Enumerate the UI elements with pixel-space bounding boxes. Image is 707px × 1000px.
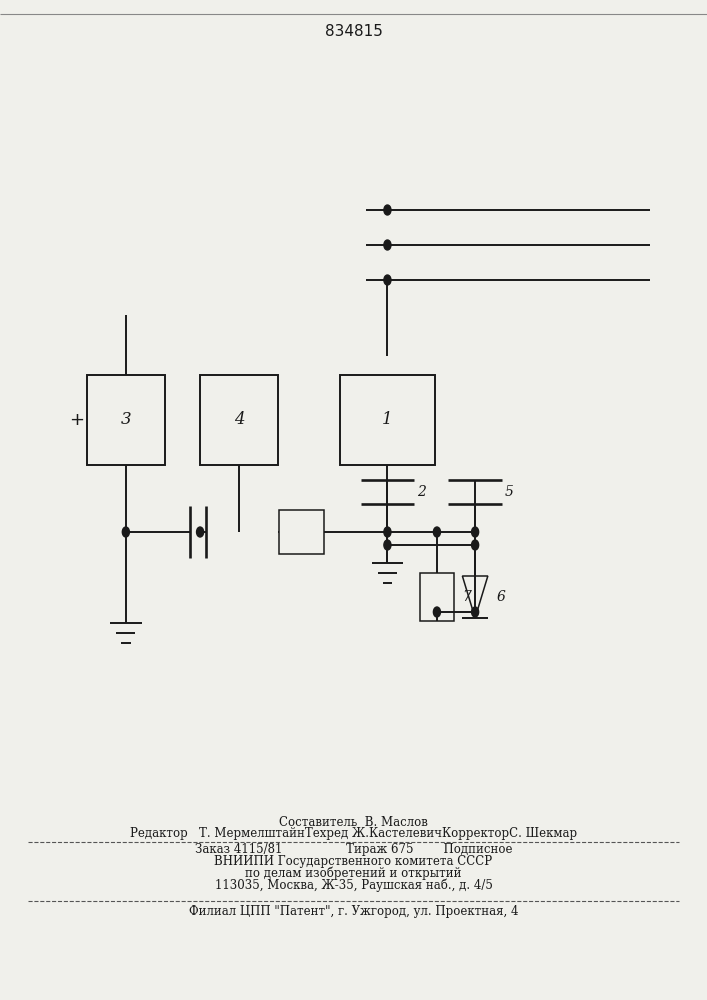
Circle shape bbox=[197, 527, 204, 537]
Circle shape bbox=[384, 540, 391, 550]
Text: 3: 3 bbox=[120, 412, 132, 428]
Text: Филиал ЦПП "Патент", г. Ужгород, ул. Проектная, 4: Филиал ЦПП "Патент", г. Ужгород, ул. Про… bbox=[189, 906, 518, 918]
Text: по делам изобретений и открытий: по делам изобретений и открытий bbox=[245, 866, 462, 880]
Circle shape bbox=[472, 527, 479, 537]
Text: 4: 4 bbox=[233, 412, 245, 428]
Text: Редактор   Т. МермелштайнТехред Ж.КастелевичКорректорС. Шекмар: Редактор Т. МермелштайнТехред Ж.Кастелев… bbox=[130, 828, 577, 840]
Circle shape bbox=[384, 240, 391, 250]
Text: Составитель  В. Маслов: Составитель В. Маслов bbox=[279, 816, 428, 828]
Bar bbox=[339, 375, 435, 465]
Text: 834815: 834815 bbox=[325, 24, 382, 39]
Circle shape bbox=[472, 607, 479, 617]
Circle shape bbox=[122, 527, 129, 537]
Bar bbox=[200, 375, 278, 465]
Text: 113035, Москва, Ж-35, Раушская наб., д. 4/5: 113035, Москва, Ж-35, Раушская наб., д. … bbox=[214, 878, 493, 892]
Text: 2: 2 bbox=[417, 485, 426, 499]
Bar bbox=[420, 573, 454, 621]
Text: ВНИИПИ Государственного комитета СССР: ВНИИПИ Государственного комитета СССР bbox=[214, 854, 493, 867]
Text: 5: 5 bbox=[505, 485, 514, 499]
Text: +: + bbox=[69, 411, 84, 429]
Circle shape bbox=[384, 527, 391, 537]
Circle shape bbox=[472, 540, 479, 550]
Text: Заказ 4115/81                 Тираж 675        Подписное: Заказ 4115/81 Тираж 675 Подписное bbox=[194, 842, 513, 856]
Circle shape bbox=[433, 607, 440, 617]
Bar bbox=[279, 510, 324, 554]
Circle shape bbox=[433, 527, 440, 537]
Circle shape bbox=[384, 275, 391, 285]
Text: 7: 7 bbox=[462, 590, 472, 604]
Text: 6: 6 bbox=[496, 590, 506, 604]
Text: 1: 1 bbox=[382, 412, 393, 428]
Circle shape bbox=[384, 205, 391, 215]
Bar bbox=[87, 375, 165, 465]
